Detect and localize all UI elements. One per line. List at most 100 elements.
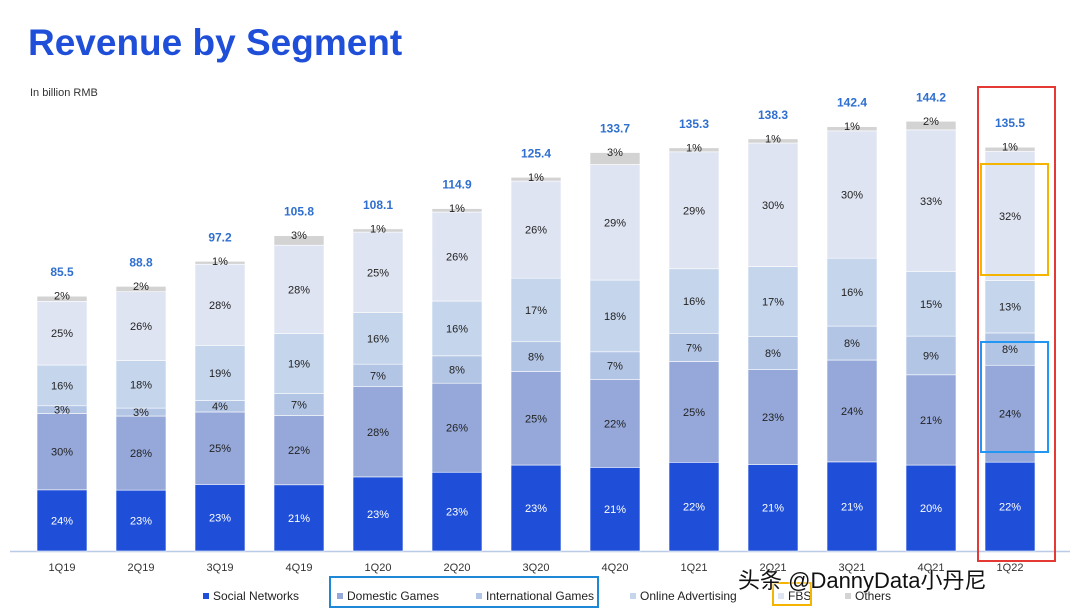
highlight-box-1q22: [977, 86, 1056, 562]
legend-label: Domestic Games: [347, 589, 440, 603]
segment-label: 1%: [686, 142, 702, 154]
segment-label: 21%: [920, 415, 942, 427]
bar-segment-online-advertising: [589, 279, 641, 353]
bar-segment-fbs: [431, 211, 483, 302]
segment-label: 22%: [683, 502, 705, 514]
total-label: 135.3: [679, 117, 709, 131]
segment-label: 23%: [446, 507, 468, 519]
bar-segment-online-advertising: [510, 277, 562, 343]
x-tick-label: 2Q21: [760, 562, 787, 574]
segment-label: 21%: [604, 504, 626, 516]
bar-segment-social-networks: [747, 464, 799, 552]
segment-label: 33%: [920, 196, 942, 208]
segment-label: 24%: [841, 406, 863, 418]
bar-segment-online-advertising: [984, 280, 1036, 334]
total-label: 108.1: [363, 198, 393, 212]
segment-label: 28%: [130, 448, 152, 460]
segment-label: 7%: [686, 342, 702, 354]
segment-label: 8%: [765, 348, 781, 360]
segment-label: 1%: [370, 223, 386, 235]
legend-item-others: Others: [845, 589, 891, 603]
legend-highlight-box-games: [329, 576, 599, 608]
segment-label: 8%: [449, 365, 465, 377]
bar-segment-online-advertising: [747, 266, 799, 337]
x-tick-label: 4Q20: [602, 562, 629, 574]
total-label: 142.4: [837, 96, 867, 110]
bar-segment-international-games: [510, 341, 562, 372]
x-tick-label: 3Q20: [523, 562, 550, 574]
bar-segment-others: [905, 120, 957, 131]
segment-label: 1%: [765, 133, 781, 145]
legend-item-domestic-games: Domestic Games: [337, 589, 439, 603]
legend-swatch-social-networks: [203, 592, 209, 599]
bar-segment-others: [431, 208, 483, 213]
bar-segment-online-advertising: [905, 271, 957, 337]
page-title: Revenue by Segment: [28, 22, 403, 63]
x-tick-label: 4Q21: [918, 562, 945, 574]
total-label: 105.8: [284, 205, 314, 219]
segment-label: 23%: [762, 412, 784, 424]
watermark: 头条 @DannyData小丹尼: [738, 568, 987, 593]
segment-label: 25%: [209, 443, 231, 455]
x-tick-label: 3Q21: [839, 562, 866, 574]
bar-segment-domestic-games: [589, 379, 641, 468]
bar-segment-online-advertising: [431, 300, 483, 357]
bar-segment-international-games: [431, 355, 483, 384]
legend-label: Others: [855, 589, 892, 603]
bar-segment-others: [115, 286, 167, 292]
segment-label: 21%: [841, 501, 863, 513]
segment-label: 16%: [446, 323, 468, 335]
bar-segment-online-advertising: [194, 345, 246, 401]
bar-segment-online-advertising: [352, 312, 404, 365]
x-tick-label: 1Q19: [49, 562, 76, 574]
segment-label: 23%: [367, 509, 389, 521]
bar-segment-social-networks: [431, 471, 483, 552]
segment-label: 18%: [130, 379, 152, 391]
segment-label: 3%: [607, 147, 623, 159]
segment-label: 30%: [841, 190, 863, 202]
bar-segment-fbs: [984, 150, 1036, 281]
segment-label: 1%: [844, 121, 860, 133]
segment-label: 29%: [604, 217, 626, 229]
bar-segment-international-games: [984, 332, 1036, 366]
segment-label: 22%: [288, 445, 310, 457]
x-tick-label: 4Q19: [286, 562, 313, 574]
segment-label: 20%: [920, 503, 942, 515]
segment-label: 22%: [604, 419, 626, 431]
bar-segment-social-networks: [273, 484, 325, 552]
segment-label: 17%: [762, 297, 784, 309]
segment-label: 28%: [367, 427, 389, 439]
segment-label: 3%: [133, 407, 149, 419]
bar-segment-others: [510, 177, 562, 182]
bar-segment-online-advertising: [668, 268, 720, 334]
bar-segment-domestic-games: [905, 374, 957, 466]
legend-swatch-domestic-games: [337, 592, 343, 599]
bar-segment-online-advertising: [115, 360, 167, 409]
bar-segment-domestic-games: [273, 415, 325, 486]
bar-segment-social-networks: [826, 461, 878, 552]
segment-label: 7%: [607, 361, 623, 373]
unit-note: In billion RMB: [30, 87, 98, 99]
segment-label: 13%: [999, 302, 1021, 314]
bar-segment-online-advertising: [273, 333, 325, 394]
bar-segment-others: [984, 146, 1036, 152]
bar-segment-international-games: [826, 325, 878, 361]
segment-label: 22%: [999, 502, 1021, 514]
total-label: 135.5: [995, 116, 1025, 130]
segment-label: 32%: [999, 211, 1021, 223]
legend-label: Social Networks: [213, 589, 300, 603]
segment-label: 8%: [528, 352, 544, 364]
bar-segment-domestic-games: [826, 359, 878, 463]
bar-segment-fbs: [668, 151, 720, 270]
legend-label: FBS: [788, 589, 812, 603]
legend-highlight-box-fbs: [772, 582, 812, 606]
bar-segment-fbs: [589, 164, 641, 281]
legend-label: International Games: [486, 589, 595, 603]
segment-label: 1%: [449, 203, 465, 215]
segment-label: 24%: [51, 515, 73, 527]
segment-label: 30%: [51, 447, 73, 459]
bar-segment-international-games: [747, 336, 799, 370]
chart-legend: Social Networks Domestic Games Internati…: [0, 576, 1080, 612]
bar-segment-others: [668, 147, 720, 153]
x-tick-label: 3Q19: [207, 562, 234, 574]
